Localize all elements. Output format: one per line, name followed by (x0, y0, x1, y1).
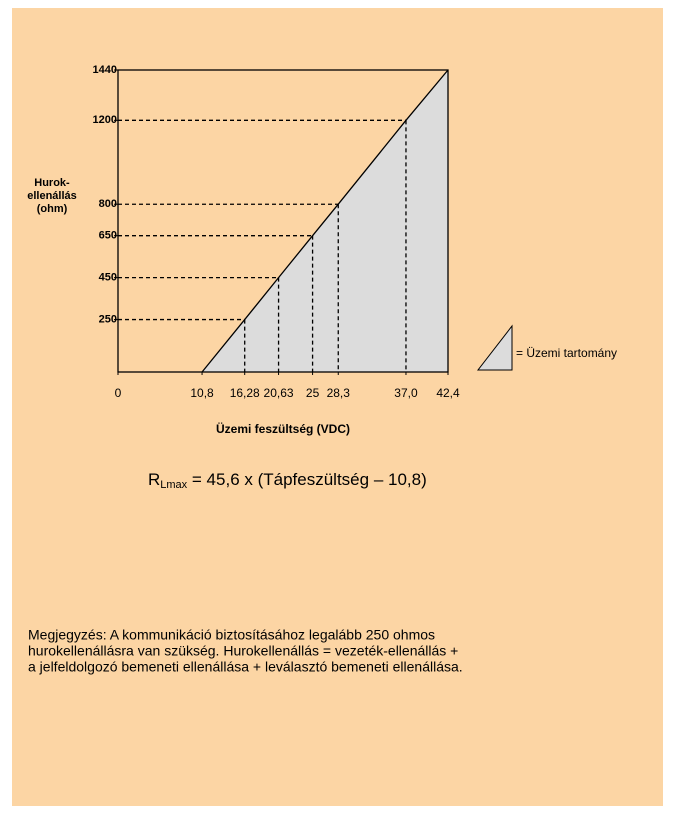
y-tick-label: 450 (99, 272, 117, 284)
note-line: Megjegyzés: A kommunikáció biztosításáho… (28, 627, 435, 643)
formula-main: R (148, 470, 160, 489)
y-label: Hurok- (34, 177, 70, 189)
note-line: hurokellenállásra van szükség. Hurokelle… (28, 643, 458, 659)
y-tick-label: 250 (99, 313, 117, 325)
formula: RLmax = 45,6 x (Tápfeszültség – 10,8) (148, 470, 427, 490)
limit-line (201, 69, 449, 373)
y-tick-label: 650 (99, 230, 117, 242)
plot-frame (117, 69, 449, 373)
formula-rest: = 45,6 x (Tápfeszültség – 10,8) (187, 470, 427, 489)
x-tick-label: 42,4 (436, 386, 460, 400)
formula-sub: Lmax (160, 479, 187, 491)
x-label: Üzemi feszültség (VDC) (216, 421, 350, 436)
x-tick-label: 20,63 (264, 386, 294, 400)
x-tick-label: 10,8 (190, 386, 214, 400)
legend-swatch (476, 324, 513, 371)
x-tick-label: 16,28 (230, 386, 260, 400)
legend-label: = Üzemi tartomány (516, 346, 617, 360)
x-tick-label: 37,0 (394, 386, 418, 400)
panel (12, 8, 663, 806)
y-tick-label: 1200 (93, 114, 117, 126)
y-label: (ohm) (37, 203, 68, 215)
x-tick-label: 25 (306, 386, 320, 400)
note-line: a jelfeldolgozó bemeneti ellenállása + l… (28, 659, 463, 675)
x-tick-label: 0 (115, 386, 122, 400)
x-tick-label: 28,3 (327, 386, 351, 400)
y-tick-label: 1440 (93, 64, 117, 76)
y-tick-label: 800 (99, 198, 117, 210)
y-label: ellenállás (27, 190, 77, 202)
